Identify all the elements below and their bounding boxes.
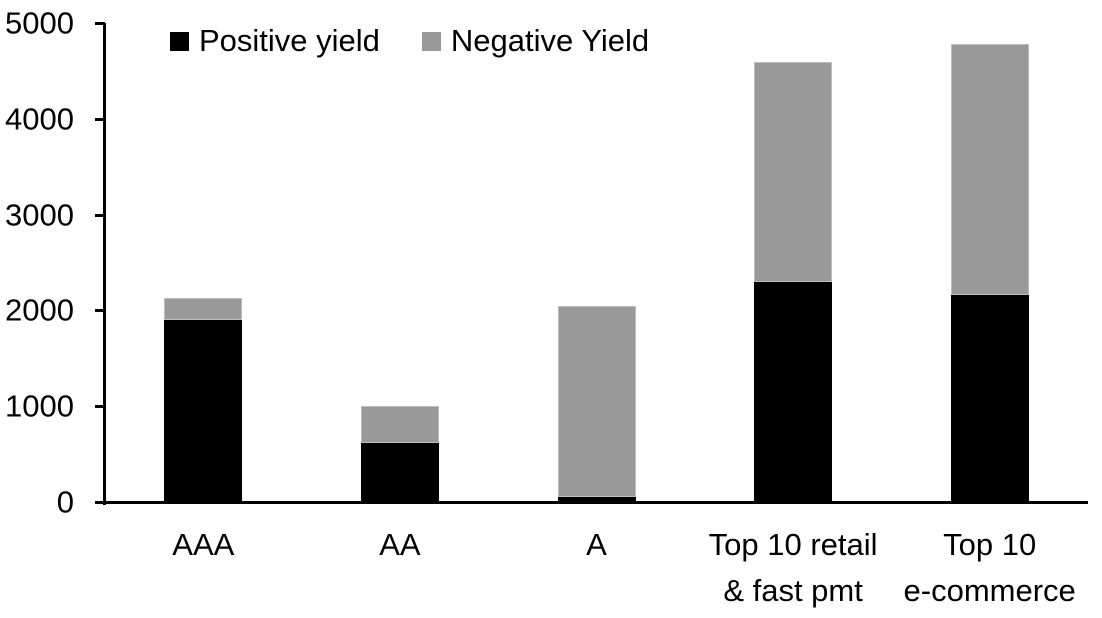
legend-item-negative-yield: Negative Yield	[421, 23, 650, 58]
y-axis-tick	[95, 309, 105, 313]
y-axis-line	[103, 23, 106, 505]
y-axis-tick	[95, 117, 105, 121]
legend-label: Negative Yield	[450, 23, 650, 58]
bar-segment-positive-yield	[164, 320, 243, 502]
y-tick-label: 2000	[5, 292, 74, 328]
legend-label: Positive yield	[199, 23, 380, 58]
bar-segment-negative-yield	[754, 62, 833, 282]
bar-segment-positive-yield	[360, 442, 439, 502]
bar-segment-negative-yield	[950, 44, 1029, 296]
bar-segment-negative-yield	[360, 406, 439, 443]
x-axis-category-label: Top 10 e-commerce	[903, 527, 1076, 608]
chart-legend: Positive yield Negative Yield	[170, 24, 649, 58]
y-tick-label: 0	[56, 484, 74, 520]
x-axis-line	[95, 501, 1088, 504]
bar-segment-positive-yield	[557, 497, 636, 502]
bar-segment-negative-yield	[164, 297, 243, 320]
y-axis-tick	[95, 22, 105, 25]
bar-segment-positive-yield	[754, 281, 833, 502]
y-axis-tick	[95, 405, 105, 409]
y-tick-label: 1000	[5, 388, 74, 424]
y-tick-label: 5000	[5, 5, 74, 41]
x-axis-category-label: AAA	[172, 527, 235, 562]
legend-item-positive-yield: Positive yield	[170, 24, 380, 58]
y-tick-label: 3000	[5, 197, 74, 233]
bar-segment-positive-yield	[950, 295, 1029, 502]
legend-swatch-icon	[170, 31, 189, 51]
y-axis-tick	[95, 501, 105, 504]
bar-segment-negative-yield	[557, 305, 636, 498]
y-axis-tick	[95, 213, 105, 217]
y-tick-label: 4000	[5, 101, 74, 137]
x-axis-category-label: A	[586, 527, 607, 562]
x-axis-category-label: AA	[379, 527, 421, 562]
legend-swatch-icon	[421, 31, 441, 51]
x-axis-category-label: Top 10 retail & fast pmt	[708, 527, 878, 608]
